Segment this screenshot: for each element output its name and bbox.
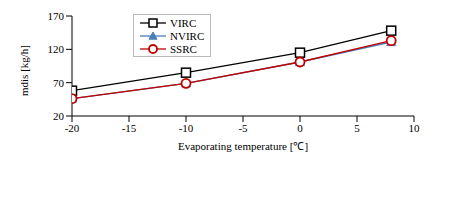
svg-text:Evaporating temperature [℃]: Evaporating temperature [℃] [178,140,308,152]
svg-text:-5: -5 [238,122,248,134]
html-text:VIRC: VIRC [170,16,197,29]
svg-text:70: 70 [53,77,65,89]
svg-text:-10: -10 [179,122,194,134]
svg-text:170: 170 [48,10,65,22]
html-text:NVIRC: NVIRC [170,29,205,42]
html-text:SSRC: SSRC [170,42,197,55]
svg-text:-20: -20 [65,122,80,134]
svg-text:mdis [kg/h]: mdis [kg/h] [18,45,30,96]
svg-text:10: 10 [409,122,421,134]
svg-text:5: 5 [354,122,360,134]
svg-text:0: 0 [297,122,303,134]
svg-text:120: 120 [48,43,65,55]
svg-text:-15: -15 [122,122,137,134]
svg-text:20: 20 [53,110,65,122]
